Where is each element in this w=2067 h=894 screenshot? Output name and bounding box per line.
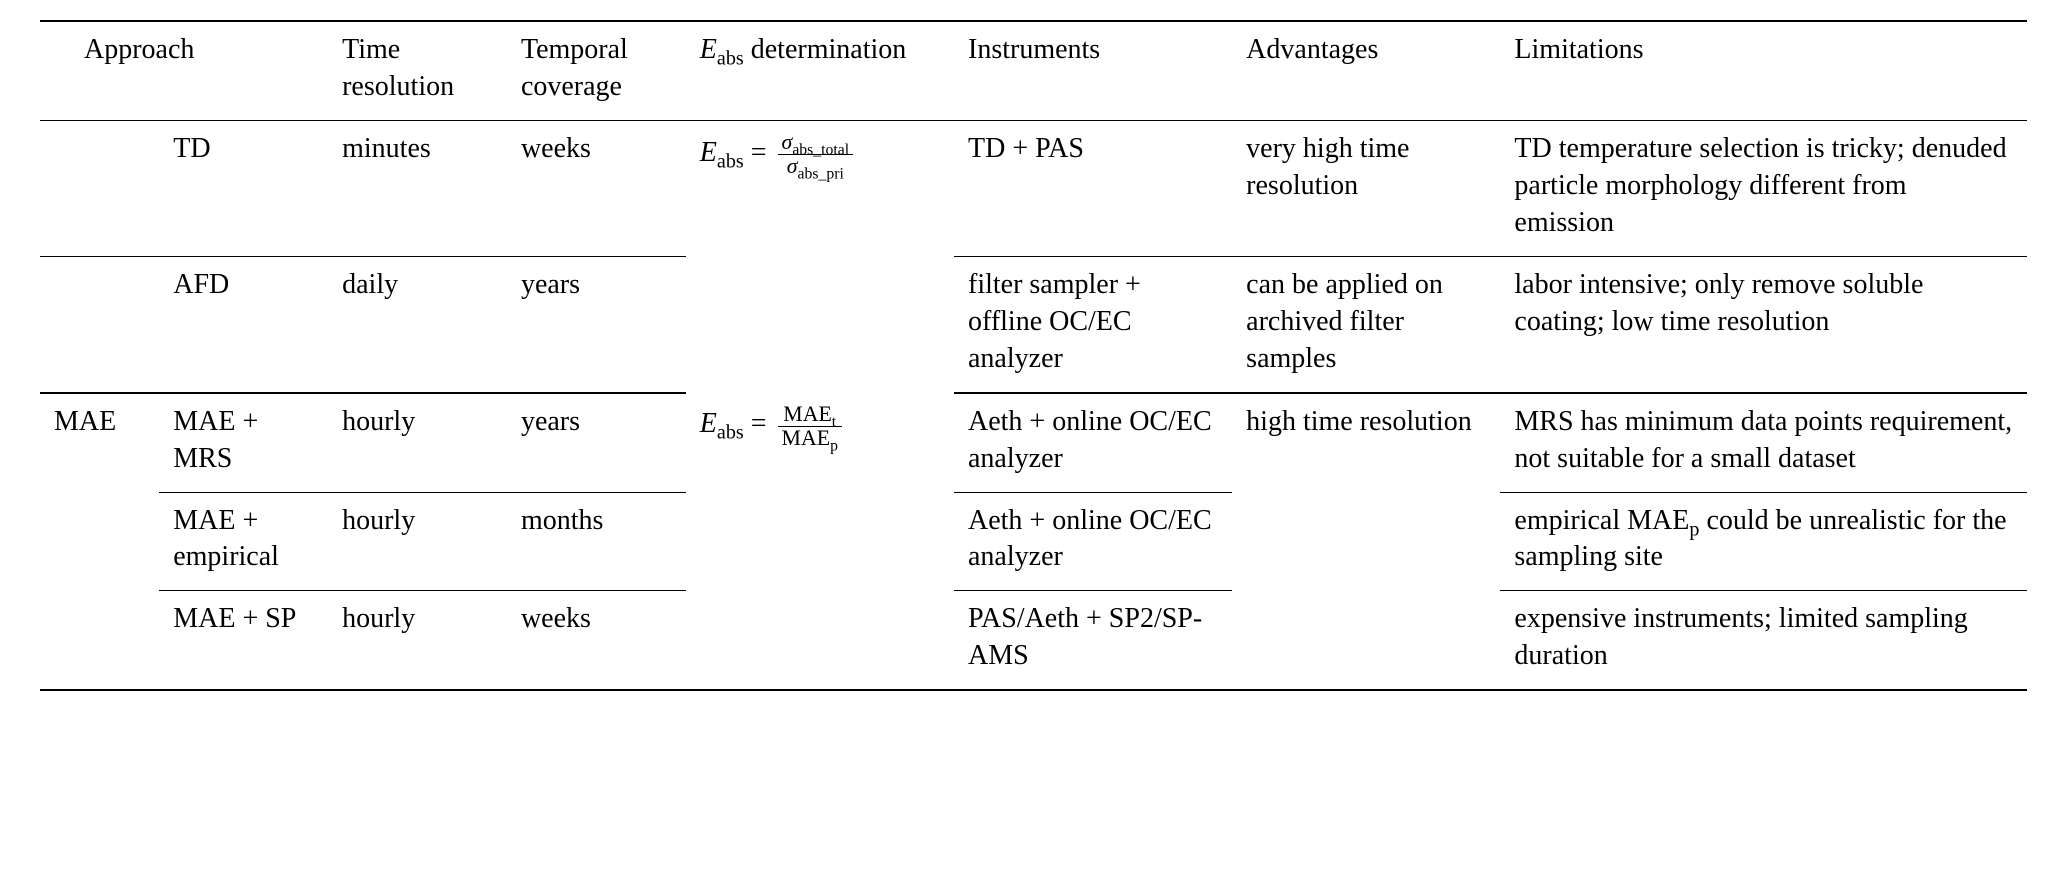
table-body: TD minutes weeks Eabs = σabs_total σabs_…: [40, 120, 2027, 690]
advantages-cell: very high time resolution: [1232, 120, 1500, 256]
col-temporal-coverage: Temporal coverage: [507, 21, 686, 120]
table-row: AFD daily years filter sampler + offline…: [40, 256, 2027, 392]
col-advantages: Advantages: [1232, 21, 1500, 120]
instruments-cell: filter sampler + offline OC/EC analyzer: [954, 256, 1232, 392]
limitations-cell: MRS has minimum data points requirement,…: [1500, 393, 2027, 492]
time-res-cell: minutes: [328, 120, 507, 256]
time-res-cell: daily: [328, 256, 507, 392]
approach-cell: TD: [159, 120, 328, 256]
temp-cov-cell: years: [507, 256, 686, 392]
limitations-cell: labor intensive; only remove soluble coa…: [1500, 256, 2027, 392]
approach-cell: MAE + MRS: [159, 393, 328, 492]
group-cell-empty: [40, 256, 159, 392]
limitations-cell: TD temperature selection is tricky; denu…: [1500, 120, 2027, 256]
eabs-formula-sigma: Eabs = σabs_total σabs_pri: [686, 120, 954, 392]
approach-cell: MAE + SP: [159, 591, 328, 690]
temp-cov-cell: years: [507, 393, 686, 492]
group-cell-empty: [40, 120, 159, 256]
temp-cov-cell: weeks: [507, 591, 686, 690]
temp-cov-cell: months: [507, 492, 686, 591]
table-row: MAE + SP hourly weeks PAS/Aeth + SP2/SP-…: [40, 591, 2027, 690]
table-header: Approach Time resolution Temporal covera…: [40, 21, 2027, 120]
limitations-cell: empirical MAEp could be unrealistic for …: [1500, 492, 2027, 591]
eabs-formula-mae: Eabs = MAEt MAEp: [686, 393, 954, 691]
table-page: Approach Time resolution Temporal covera…: [0, 0, 2067, 731]
instruments-cell: Aeth + online OC/EC analyzer: [954, 393, 1232, 492]
time-res-cell: hourly: [328, 591, 507, 690]
table-row: TD minutes weeks Eabs = σabs_total σabs_…: [40, 120, 2027, 256]
instruments-cell: TD + PAS: [954, 120, 1232, 256]
table-row: MAE + empirical hourly months Aeth + onl…: [40, 492, 2027, 591]
instruments-cell: PAS/Aeth + SP2/SP-AMS: [954, 591, 1232, 690]
col-limitations: Limitations: [1500, 21, 2027, 120]
comparison-table: Approach Time resolution Temporal covera…: [40, 20, 2027, 691]
col-instruments: Instruments: [954, 21, 1232, 120]
col-eabs-determination: Eabs determination: [686, 21, 954, 120]
approach-cell: MAE + empirical: [159, 492, 328, 591]
temp-cov-cell: weeks: [507, 120, 686, 256]
col-time-resolution: Time resolution: [328, 21, 507, 120]
col-approach: Approach: [40, 21, 328, 120]
time-res-cell: hourly: [328, 492, 507, 591]
time-res-cell: hourly: [328, 393, 507, 492]
advantages-cell: can be applied on archived filter sample…: [1232, 256, 1500, 392]
approach-cell: AFD: [159, 256, 328, 392]
instruments-cell: Aeth + online OC/EC analyzer: [954, 492, 1232, 591]
group-label-mae: MAE: [40, 393, 159, 691]
table-row: MAE MAE + MRS hourly years Eabs = MAEt M…: [40, 393, 2027, 492]
advantages-cell: high time resolution: [1232, 393, 1500, 691]
limitations-cell: expensive instruments; limited sampling …: [1500, 591, 2027, 690]
